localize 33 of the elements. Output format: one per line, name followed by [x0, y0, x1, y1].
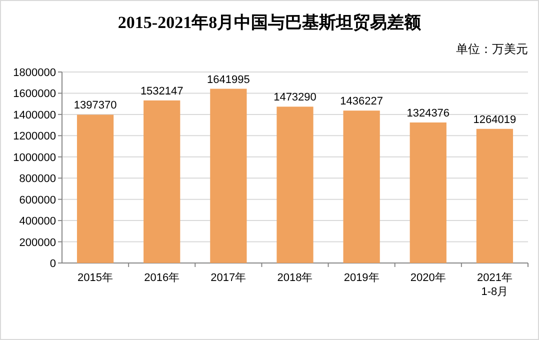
y-tick-label: 400000 — [19, 216, 56, 228]
y-tick-label: 1400000 — [13, 109, 56, 122]
y-tick-label: 1000000 — [13, 152, 56, 164]
y-tick-label: 0 — [50, 258, 56, 270]
bar — [210, 88, 247, 263]
y-tick-label: 600000 — [19, 194, 56, 206]
bar — [276, 106, 314, 263]
data-label: 1397370 — [74, 100, 117, 112]
data-label: 1264019 — [473, 114, 516, 126]
y-tick-label: 200000 — [19, 236, 56, 249]
x-tick-label: 2015年 — [78, 272, 114, 284]
x-tick-label: 2019年 — [344, 272, 380, 284]
text: 单位：万美元 — [456, 42, 528, 56]
data-label: 1532147 — [140, 85, 184, 98]
y-tick-label: 1600000 — [13, 88, 56, 100]
x-tick-label: 2017年 — [210, 272, 246, 284]
chart-title: 2015-2021年8月中国与巴基斯坦贸易差额 — [118, 13, 422, 32]
x-tick-label: 2018年 — [277, 272, 313, 284]
y-tick-label: 800000 — [19, 173, 56, 186]
bar — [144, 100, 180, 263]
bar — [76, 114, 114, 263]
bar — [343, 110, 380, 263]
x-tick-label: 2016年 — [144, 272, 180, 284]
y-tick-label: 1800000 — [13, 67, 56, 79]
data-label: 1436227 — [340, 96, 383, 108]
y-tick-label: 1200000 — [13, 130, 56, 143]
x-tick-label: 2021年 1-8月 — [476, 272, 512, 298]
bar — [476, 128, 514, 263]
x-tick-label: 2020年 — [410, 272, 446, 284]
data-label: 1324376 — [406, 107, 450, 120]
bar — [410, 122, 446, 263]
data-label: 1641995 — [207, 74, 250, 86]
data-label: 1473290 — [274, 92, 316, 104]
